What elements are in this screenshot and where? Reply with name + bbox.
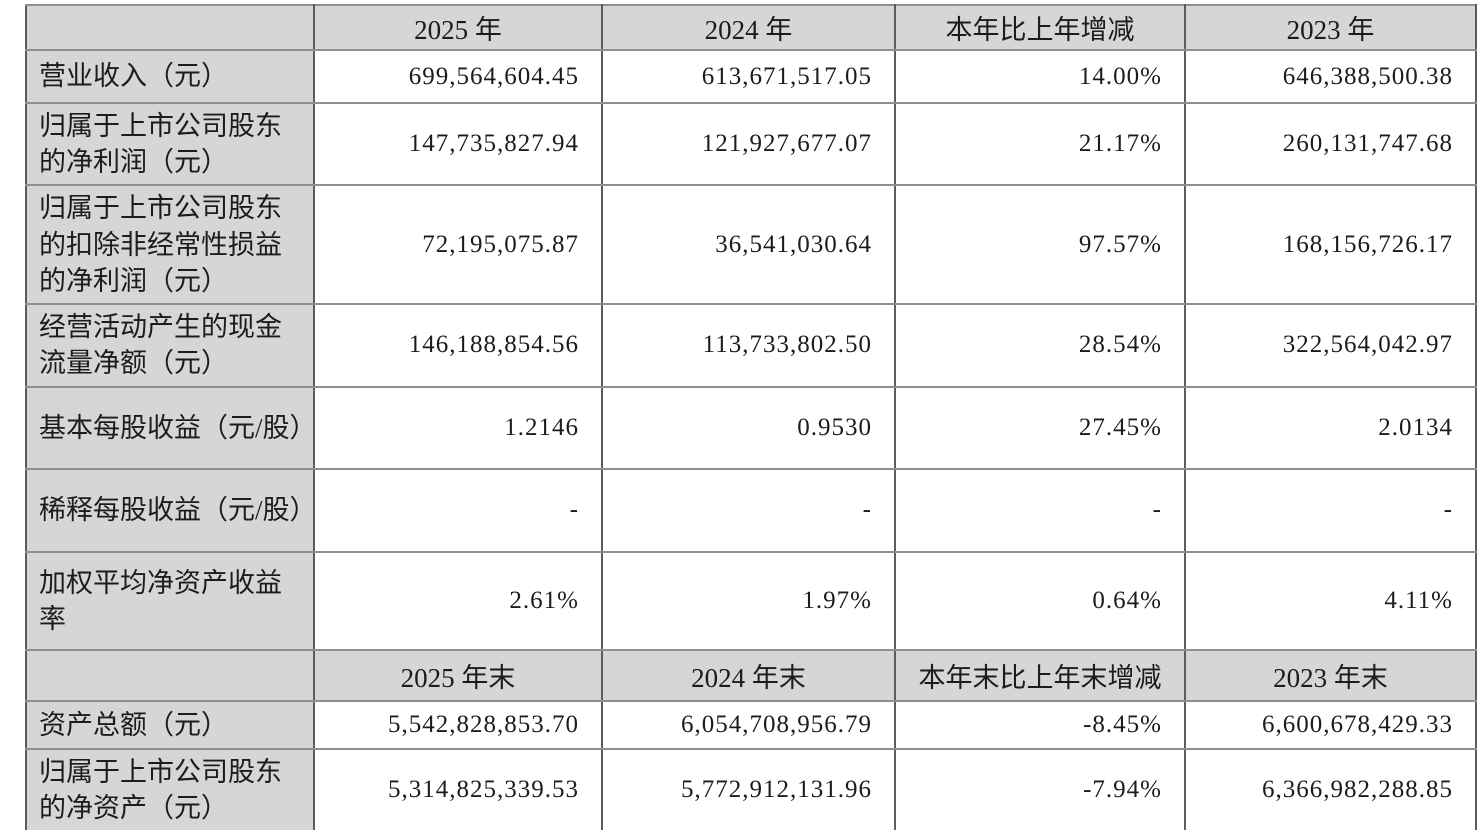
row-label: 营业收入（元） [25, 49, 315, 104]
document-page: 2025 年 2024 年 本年比上年增减 2023 年 营业收入（元） 699… [25, 4, 1477, 830]
value-cell: 5,772,912,131.96 [601, 747, 896, 830]
value-cell: 6,600,678,429.33 [1184, 699, 1477, 750]
value-cell: - [1184, 467, 1477, 553]
value-cell: -8.45% [894, 699, 1186, 750]
value-cell: 72,195,075.87 [313, 184, 603, 305]
value-cell: 322,564,042.97 [1184, 302, 1477, 388]
row-label: 资产总额（元） [25, 699, 315, 750]
value-cell: 260,131,747.68 [1184, 101, 1477, 187]
value-cell: 0.64% [894, 550, 1186, 651]
corner-cell [25, 4, 315, 51]
period-header-row: 2025 年 2024 年 本年比上年增减 2023 年 [25, 4, 1477, 51]
value-cell: 113,733,802.50 [601, 302, 896, 388]
period-end-header-row: 2025 年末 2024 年末 本年末比上年末增减 2023 年末 [25, 648, 1477, 702]
value-cell: 28.54% [894, 302, 1186, 388]
value-cell: -7.94% [894, 747, 1186, 830]
value-cell: 5,542,828,853.70 [313, 699, 603, 750]
value-cell: 2.61% [313, 550, 603, 651]
value-cell: 6,366,982,288.85 [1184, 747, 1477, 830]
col-header-yoy-end-change: 本年末比上年末增减 [894, 648, 1186, 702]
value-cell: 5,314,825,339.53 [313, 747, 603, 830]
table-row-basic-eps: 基本每股收益（元/股） 1.2146 0.9530 27.45% 2.0134 [25, 385, 1477, 470]
value-cell: 1.2146 [313, 385, 603, 470]
value-cell: 147,735,827.94 [313, 101, 603, 187]
row-label: 归属于上市公司股东的净资产（元） [25, 747, 315, 830]
row-label: 经营活动产生的现金流量净额（元） [25, 302, 315, 388]
row-label: 加权平均净资产收益率 [25, 550, 315, 651]
value-cell: 27.45% [894, 385, 1186, 470]
value-cell: 699,564,604.45 [313, 49, 603, 104]
value-cell: - [313, 467, 603, 553]
row-label: 归属于上市公司股东的扣除非经常性损益的净利润（元） [25, 184, 315, 305]
table-row-revenue: 营业收入（元） 699,564,604.45 613,671,517.05 14… [25, 49, 1477, 104]
value-cell: 146,188,854.56 [313, 302, 603, 388]
value-cell: 21.17% [894, 101, 1186, 187]
col-header-2023-end: 2023 年末 [1184, 648, 1477, 702]
row-label: 稀释每股收益（元/股） [25, 467, 315, 553]
col-header-yoy-change: 本年比上年增减 [894, 4, 1186, 51]
table-row-diluted-eps: 稀释每股收益（元/股） - - - - [25, 467, 1477, 553]
value-cell: 14.00% [894, 49, 1186, 104]
table-row-net-assets: 归属于上市公司股东的净资产（元） 5,314,825,339.53 5,772,… [25, 747, 1477, 830]
value-cell: 97.57% [894, 184, 1186, 305]
value-cell: 646,388,500.38 [1184, 49, 1477, 104]
table-row-net-profit-excl-nonrecurring: 归属于上市公司股东的扣除非经常性损益的净利润（元） 72,195,075.87 … [25, 184, 1477, 305]
table-row-operating-cash-flow: 经营活动产生的现金流量净额（元） 146,188,854.56 113,733,… [25, 302, 1477, 388]
col-header-2025-end: 2025 年末 [313, 648, 603, 702]
value-cell: 36,541,030.64 [601, 184, 896, 305]
col-header-2024-end: 2024 年末 [601, 648, 896, 702]
row-label: 归属于上市公司股东的净利润（元） [25, 101, 315, 187]
table-row-weighted-avg-roe: 加权平均净资产收益率 2.61% 1.97% 0.64% 4.11% [25, 550, 1477, 651]
table-row-net-profit: 归属于上市公司股东的净利润（元） 147,735,827.94 121,927,… [25, 101, 1477, 187]
value-cell: - [601, 467, 896, 553]
value-cell: 1.97% [601, 550, 896, 651]
value-cell: 6,054,708,956.79 [601, 699, 896, 750]
value-cell: - [894, 467, 1186, 553]
row-label: 基本每股收益（元/股） [25, 385, 315, 470]
value-cell: 2.0134 [1184, 385, 1477, 470]
value-cell: 121,927,677.07 [601, 101, 896, 187]
value-cell: 4.11% [1184, 550, 1477, 651]
value-cell: 613,671,517.05 [601, 49, 896, 104]
table-row-total-assets: 资产总额（元） 5,542,828,853.70 6,054,708,956.7… [25, 699, 1477, 750]
corner-cell [25, 648, 315, 702]
value-cell: 168,156,726.17 [1184, 184, 1477, 305]
col-header-2023: 2023 年 [1184, 4, 1477, 51]
col-header-2025: 2025 年 [313, 4, 603, 51]
financial-summary-table: 2025 年 2024 年 本年比上年增减 2023 年 营业收入（元） 699… [25, 4, 1477, 830]
value-cell: 0.9530 [601, 385, 896, 470]
col-header-2024: 2024 年 [601, 4, 896, 51]
